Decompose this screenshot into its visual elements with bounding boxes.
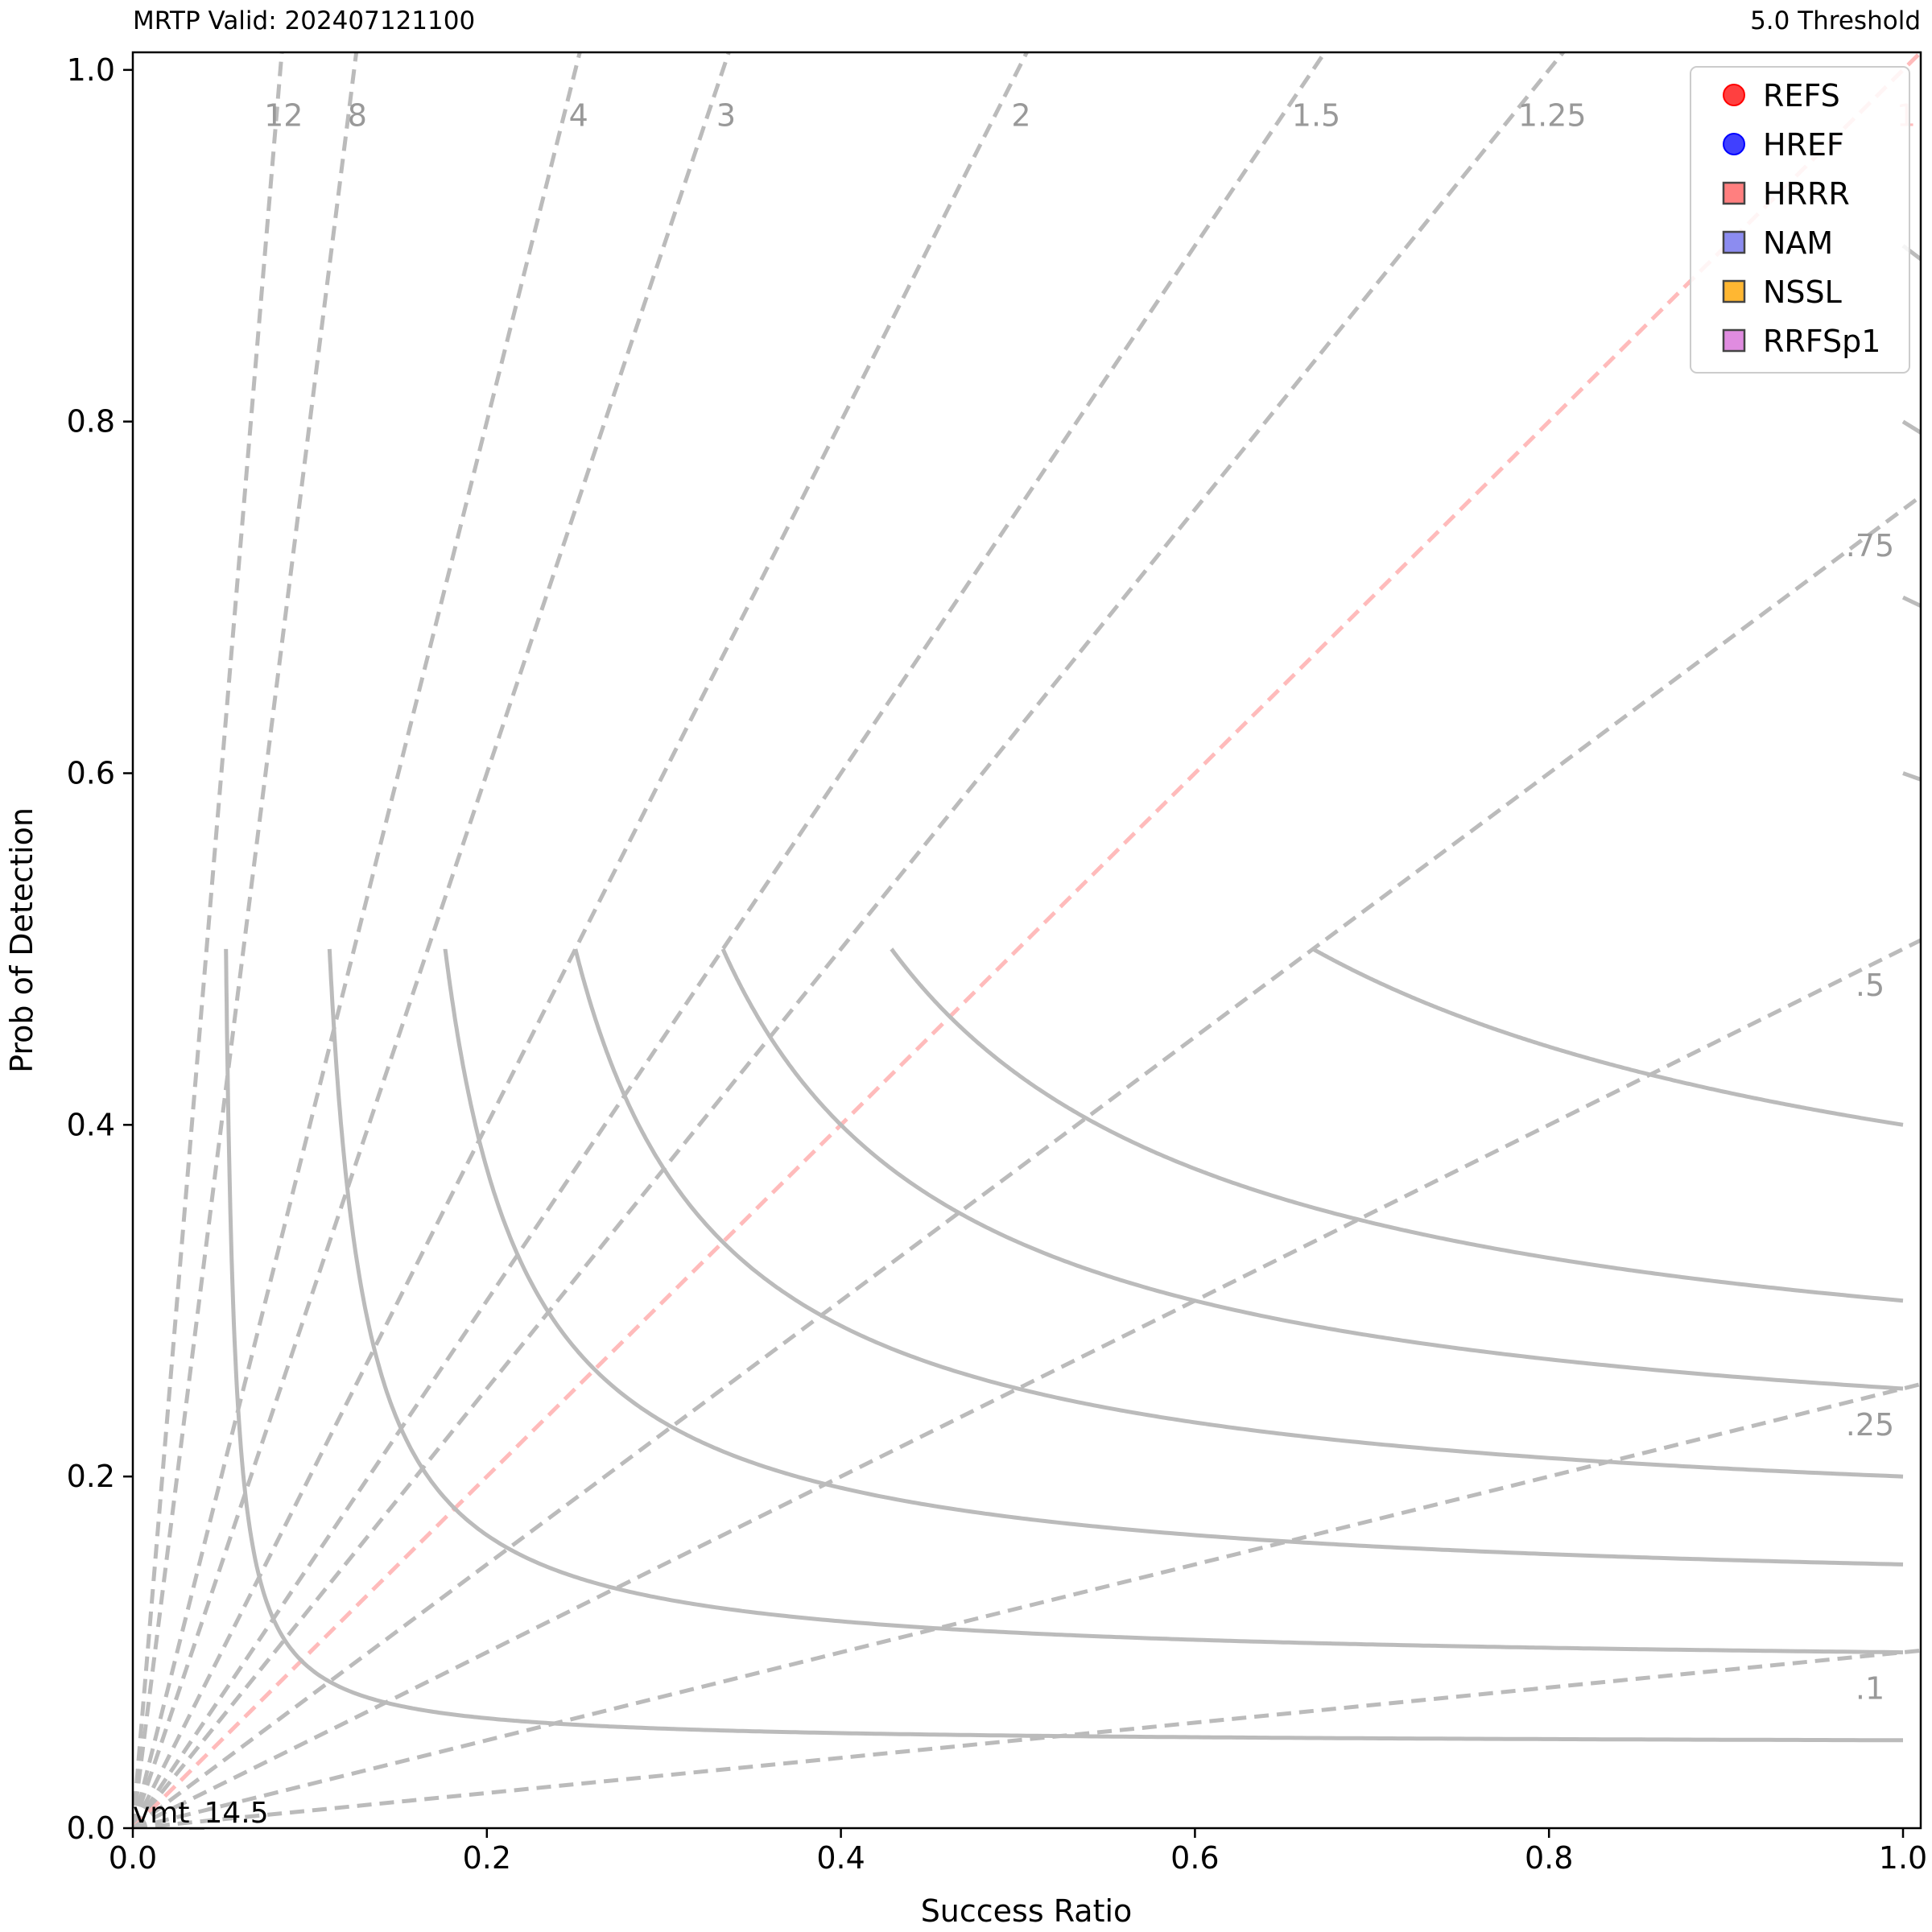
bias-label: 3 [716, 98, 736, 134]
y-tick-label: 0.8 [67, 404, 115, 440]
legend-label-href: HREF [1763, 127, 1844, 163]
bias-label: 8 [348, 98, 367, 134]
csi-contour [1311, 947, 1904, 1127]
csi-contour [443, 948, 1904, 1567]
csi-contour [327, 948, 1904, 1655]
legend-label-refs: REFS [1763, 78, 1840, 114]
bias-label: 4 [569, 98, 588, 134]
y-tick-label: 0.0 [67, 1810, 115, 1846]
bias-line [133, 52, 284, 1828]
csi-contour [890, 947, 1904, 1303]
bias-line [133, 52, 1567, 1828]
legend-label-nam: NAM [1763, 225, 1833, 261]
y-tick-label: 0.6 [67, 756, 115, 791]
legend-marker-nam [1722, 230, 1746, 254]
threshold-header: 5.0 Threshold [1750, 6, 1921, 35]
legend-marker-rrfsp1 [1722, 328, 1746, 353]
plot-frame [131, 51, 1922, 1830]
y-tick-label: 1.0 [67, 52, 115, 88]
csi-contour [1901, 419, 1921, 436]
legend-marker-nssl [1722, 279, 1746, 303]
legend-label-nssl: NSSL [1763, 275, 1842, 310]
x-tick-label: 1.0 [1879, 1840, 1927, 1876]
bias-line [133, 52, 1921, 1828]
bias-label: .25 [1846, 1407, 1894, 1443]
legend-label-rrfsp1: RRFSp1 [1763, 324, 1880, 359]
bias-label: .1 [1856, 1671, 1885, 1707]
legend-label-hrrr: HRRR [1763, 176, 1850, 212]
x-axis-label: Success Ratio [921, 1893, 1133, 1929]
bias-label: .75 [1846, 528, 1894, 564]
bias-label: 2 [1011, 98, 1030, 134]
bias-label: 12 [264, 98, 303, 134]
y-tick-label: 0.2 [67, 1459, 115, 1494]
x-tick-label: 0.6 [1170, 1840, 1219, 1876]
legend-marker-refs [1723, 84, 1745, 106]
bias-line [133, 493, 1921, 1828]
bias-line [133, 52, 1030, 1828]
bias-label: 1.5 [1292, 98, 1340, 134]
x-tick-label: 0.2 [463, 1840, 511, 1876]
y-tick-label: 0.4 [67, 1107, 115, 1142]
x-tick-label: 0.4 [816, 1840, 865, 1876]
legend-marker-hrrr [1722, 181, 1746, 205]
x-tick-label: 0.0 [109, 1840, 157, 1876]
valid-time-header: MRTP Valid: 202407121100 [133, 6, 476, 35]
bias-line [133, 938, 1921, 1828]
x-tick-label: 0.8 [1525, 1840, 1573, 1876]
bias-line [133, 52, 1327, 1828]
model-annotation: vmt_14.5 [133, 1797, 269, 1830]
bias-line [133, 52, 731, 1828]
csi-contour [1902, 771, 1921, 782]
csi-contour [224, 948, 1903, 1743]
y-axis-label: Prob of Detection [4, 807, 39, 1073]
csi-contour [573, 948, 1904, 1479]
bias-line [133, 52, 582, 1828]
bias-line [133, 1381, 1921, 1828]
legend: REFS HREF HRRR NAM NSSL RRFSp1 [1690, 66, 1910, 374]
legend-marker-href [1723, 133, 1745, 155]
bias-label: .5 [1856, 968, 1885, 1003]
csi-contour [720, 947, 1904, 1391]
bias-label: 1.25 [1518, 98, 1587, 134]
bias-line [133, 52, 359, 1828]
